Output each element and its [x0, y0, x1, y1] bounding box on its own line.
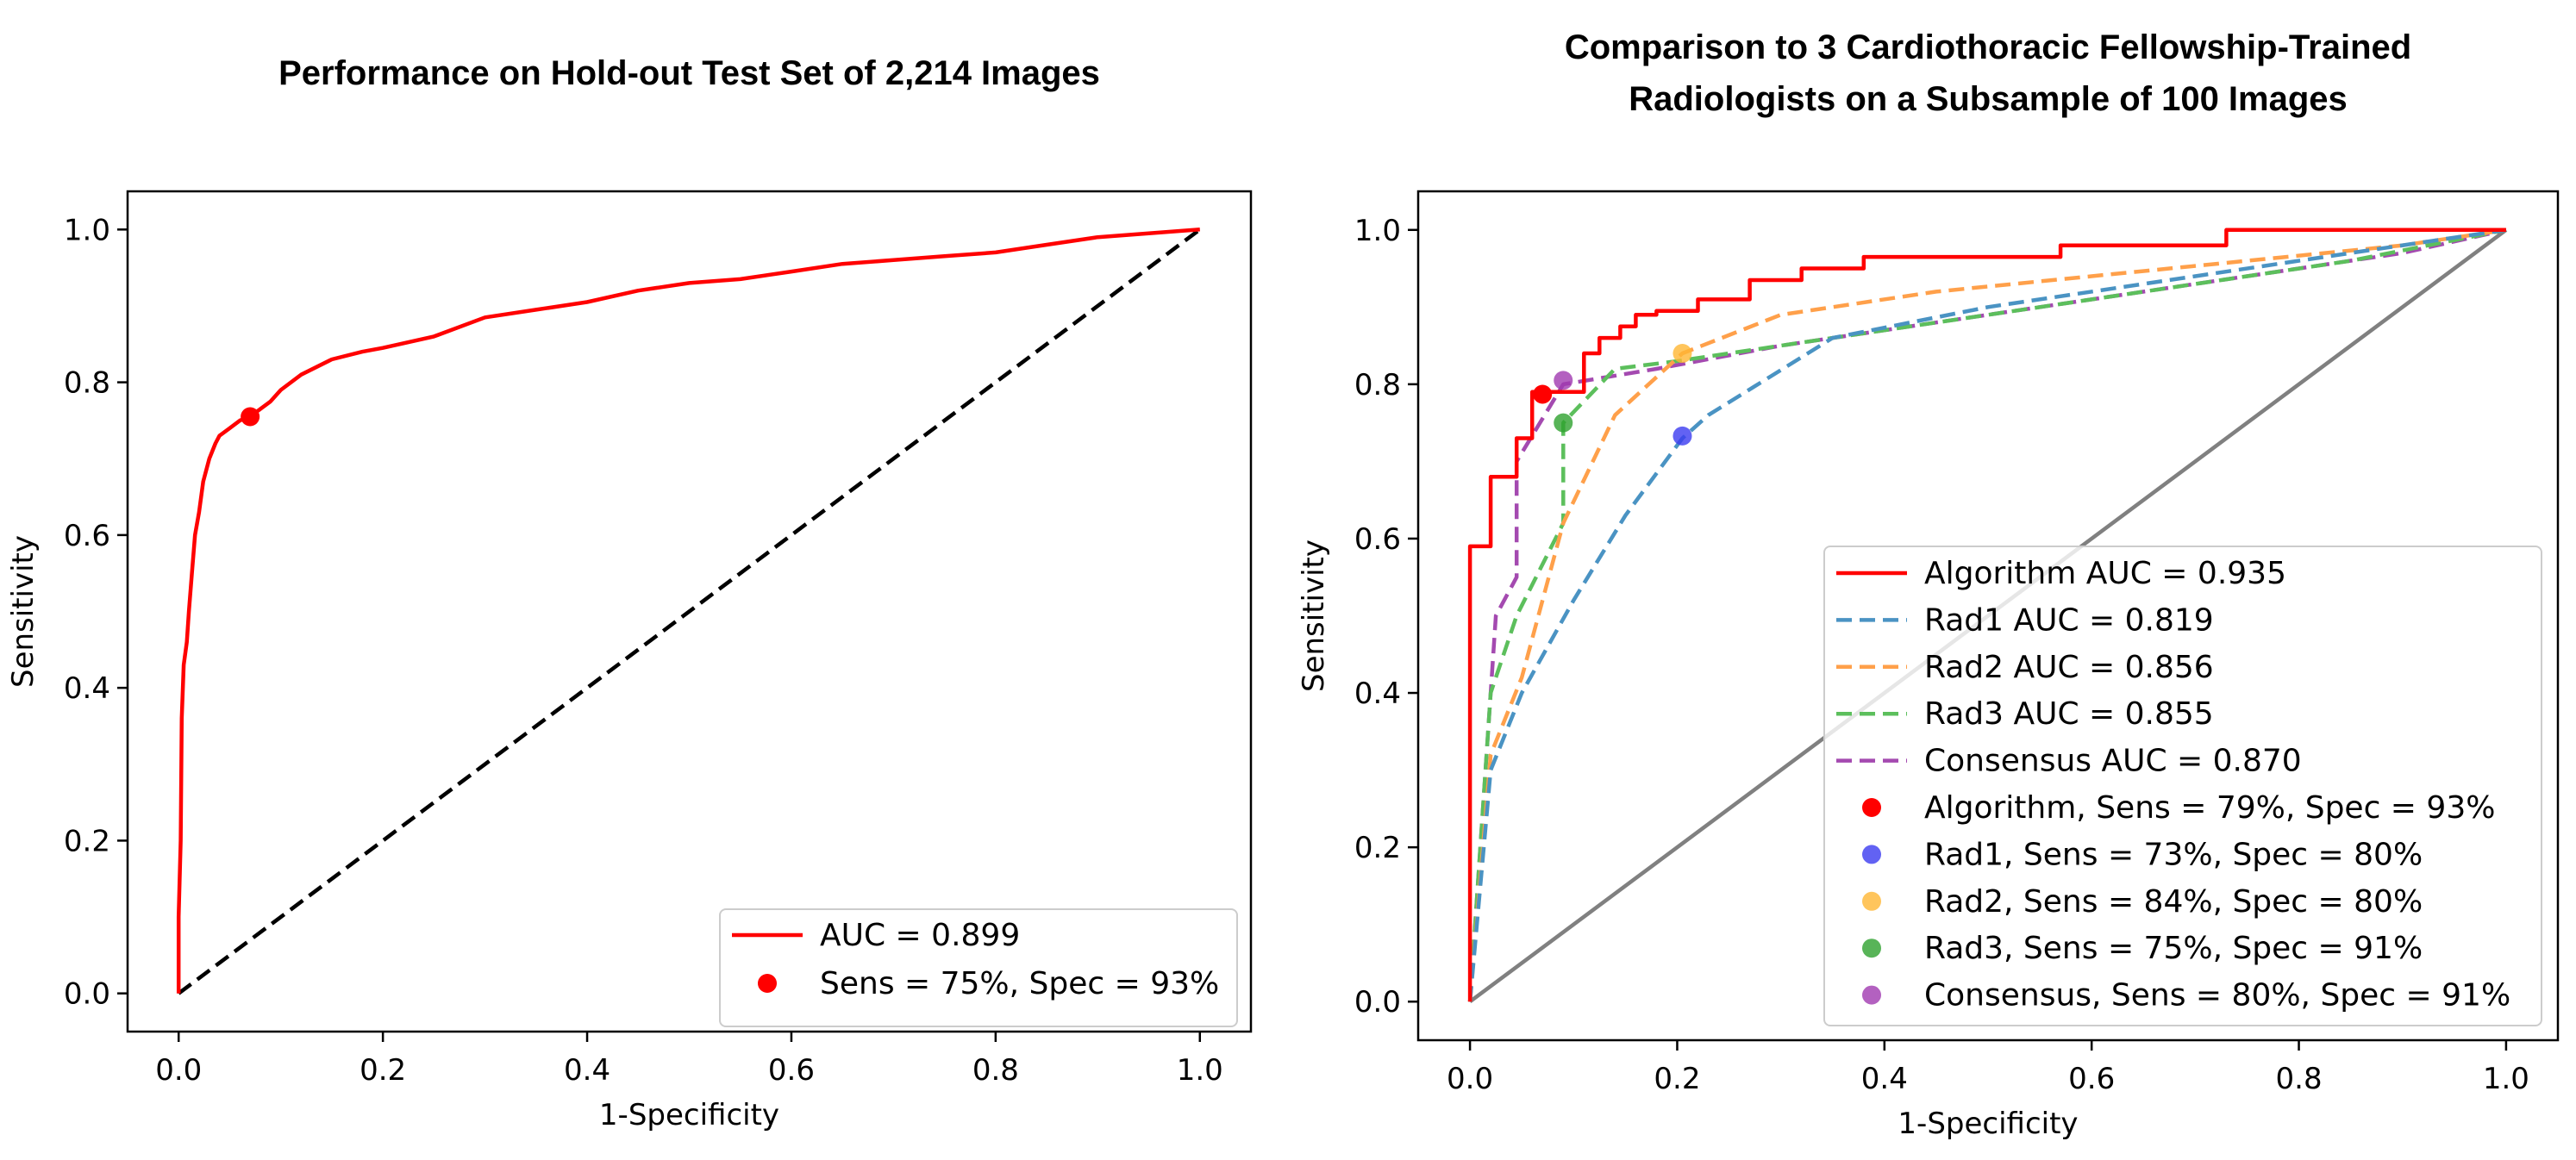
legend-label: Rad2, Sens = 84%, Spec = 80% — [1924, 884, 2423, 920]
roc-curve-algorithm — [1467, 228, 2506, 1002]
legend-label: Consensus AUC = 0.870 — [1924, 744, 2302, 779]
roc-curve-auc — [176, 228, 1200, 994]
y-tick-label: 0.2 — [1354, 831, 1401, 865]
radiologist-comparison-chart: Comparison to 3 Cardiothoracic Fellowshi… — [1297, 28, 2560, 1141]
x-axis-label: 1-Specificity — [599, 1098, 779, 1132]
y-tick-label: 0.0 — [64, 977, 110, 1012]
legend-label: Algorithm AUC = 0.935 — [1924, 556, 2286, 591]
y-tick-label: 1.0 — [1354, 214, 1401, 248]
x-tick-label: 0.2 — [360, 1053, 406, 1088]
x-axis-label: 1-Specificity — [1898, 1107, 2078, 1141]
legend-box — [1823, 546, 2542, 1026]
plot-area — [176, 228, 1202, 995]
axes-frame — [126, 190, 1253, 1033]
legend-marker-swatch — [1862, 891, 1881, 911]
legend-marker-swatch — [1862, 985, 1881, 1005]
x-tick-label: 0.0 — [1447, 1062, 1493, 1096]
holdout-roc-chart: Performance on Hold-out Test Set of 2,21… — [6, 54, 1253, 1132]
legend: AUC = 0.899 Sens = 75%, Spec = 93% — [719, 908, 1238, 1027]
y-tick-label: 0.0 — [1354, 985, 1401, 1020]
y-axis-label: Sensitivity — [1297, 539, 1331, 692]
legend-label: Rad1 AUC = 0.819 — [1924, 602, 2214, 638]
x-tick-label: 0.2 — [1654, 1062, 1700, 1096]
roc-curve-rad3 — [1467, 228, 2507, 1002]
legend-marker-swatch — [1862, 798, 1881, 817]
operating-point — [1533, 384, 1553, 404]
y-tick-label: 0.2 — [64, 824, 110, 858]
x-tick-label: 0.6 — [2068, 1062, 2115, 1096]
legend-label: Rad3 AUC = 0.855 — [1924, 696, 2214, 732]
operating-point — [1673, 344, 1692, 364]
legend-label: Sens = 75%, Spec = 93% — [820, 966, 1219, 1001]
y-tick-label: 0.8 — [1354, 368, 1401, 402]
legend-marker-swatch — [758, 974, 777, 993]
legend-label: Rad2 AUC = 0.856 — [1924, 650, 2214, 685]
x-tick-label: 0.0 — [155, 1053, 202, 1088]
legend: Algorithm AUC = 0.935 Rad1 AUC = 0.819 Rad… — [1823, 546, 2542, 1026]
operating-point — [241, 407, 260, 427]
x-tick-label: 0.8 — [2276, 1062, 2323, 1096]
x-tick-label: 0.4 — [1861, 1062, 1908, 1096]
legend-marker-swatch — [1862, 939, 1881, 958]
legend-label: Rad1, Sens = 73%, Spec = 80% — [1924, 837, 2423, 872]
legend-label: AUC = 0.899 — [820, 918, 1020, 953]
y-tick-label: 0.4 — [64, 671, 110, 706]
y-axis-label: Sensitivity — [6, 535, 41, 688]
chart-title: Performance on Hold-out Test Set of 2,21… — [278, 54, 1100, 92]
legend-label: Consensus, Sens = 80%, Spec = 91% — [1924, 978, 2510, 1013]
roc-curve-rad1 — [1467, 228, 2507, 1002]
x-tick-label: 0.4 — [564, 1053, 610, 1088]
chart-title: Radiologists on a Subsample of 100 Image… — [1629, 80, 2348, 118]
y-tick-label: 1.0 — [64, 213, 110, 247]
chance-diagonal — [177, 228, 1202, 995]
x-tick-label: 1.0 — [2483, 1062, 2529, 1096]
x-tick-label: 0.8 — [972, 1053, 1019, 1088]
operating-point — [1673, 426, 1692, 446]
y-tick-label: 0.8 — [64, 366, 110, 401]
x-tick-label: 0.6 — [768, 1053, 815, 1088]
operating-point — [1554, 371, 1573, 390]
legend-label: Rad3, Sens = 75%, Spec = 91% — [1924, 931, 2423, 966]
chart-title: Comparison to 3 Cardiothoracic Fellowshi… — [1565, 28, 2411, 66]
x-tick-label: 1.0 — [1177, 1053, 1223, 1088]
y-tick-label: 0.6 — [64, 519, 110, 553]
y-tick-label: 0.4 — [1354, 677, 1401, 711]
roc-curve-rad2 — [1467, 228, 2507, 1002]
legend-box — [719, 908, 1238, 1027]
legend-marker-swatch — [1862, 845, 1881, 864]
y-tick-label: 0.6 — [1354, 522, 1401, 557]
axes-frame — [1416, 190, 2560, 1042]
legend-label: Algorithm, Sens = 79%, Spec = 93% — [1924, 790, 2495, 826]
operating-point — [1554, 413, 1573, 433]
